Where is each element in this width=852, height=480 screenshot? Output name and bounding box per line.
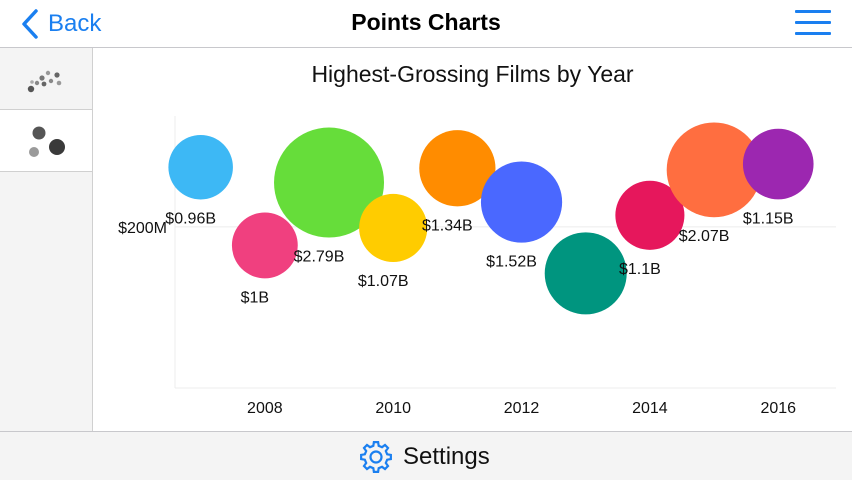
- settings-button[interactable]: Settings: [359, 440, 490, 474]
- back-label: Back: [48, 10, 102, 37]
- settings-label: Settings: [403, 443, 490, 470]
- page-title: Points Charts: [351, 9, 501, 35]
- chart-area: [93, 48, 852, 431]
- bottom-toolbar: Settings: [0, 431, 852, 480]
- menu-icon[interactable]: [795, 8, 831, 38]
- back-button[interactable]: Back: [20, 8, 101, 40]
- chevron-left-icon: [22, 9, 38, 39]
- sidebar-item-bubble[interactable]: [0, 110, 92, 172]
- bubble-points-icon: [29, 126, 65, 157]
- sidebar-item-scatter[interactable]: [0, 48, 92, 110]
- chart-title: Highest-Grossing Films by Year: [311, 61, 634, 87]
- navigation-bar: Back Points Charts: [0, 0, 852, 48]
- gear-icon: [360, 441, 392, 473]
- sidebar: [0, 48, 93, 431]
- scatter-points-icon: [27, 70, 62, 93]
